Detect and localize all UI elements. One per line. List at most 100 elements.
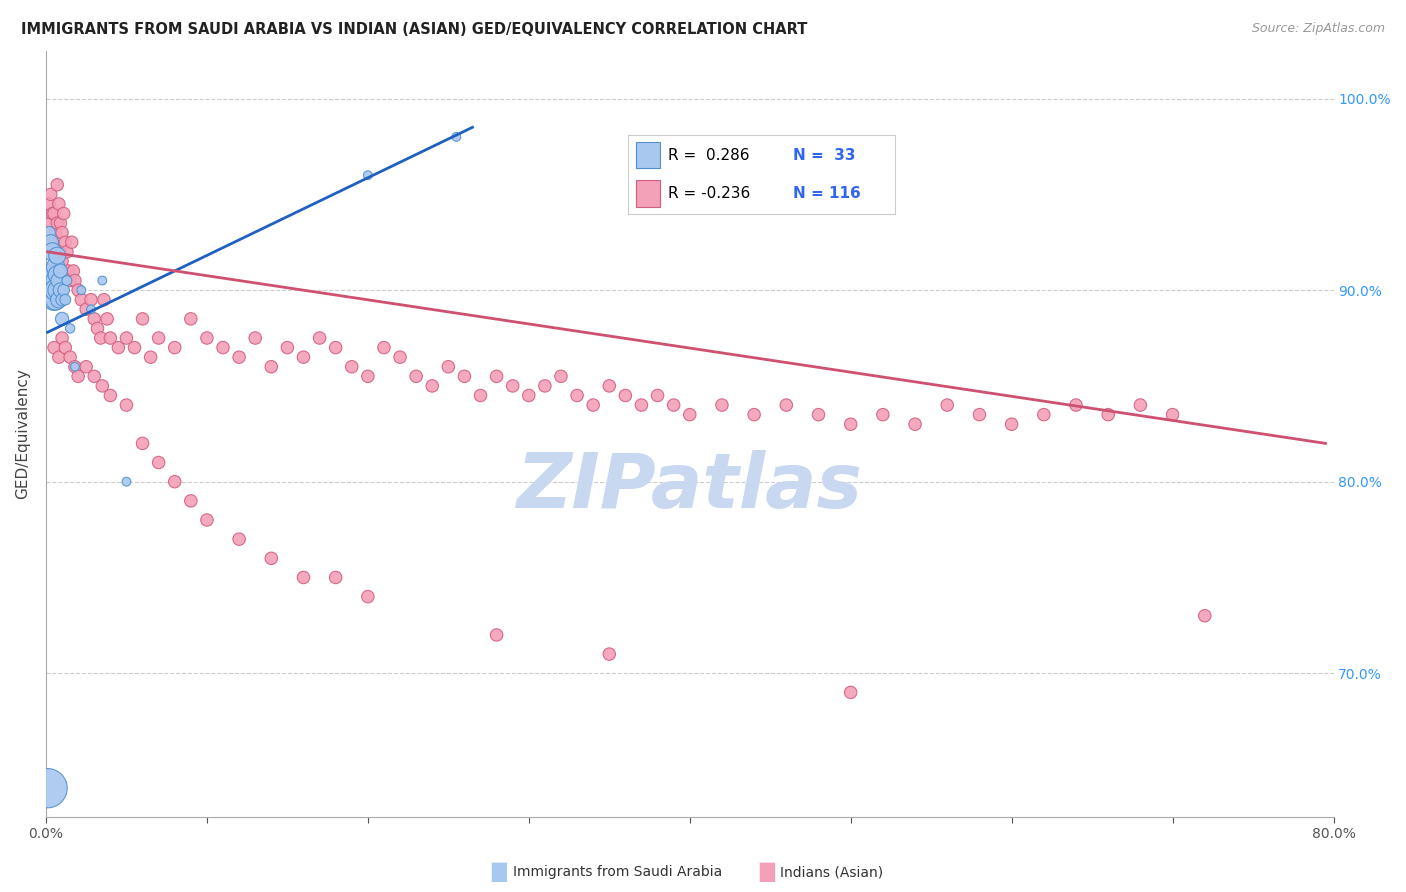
Point (45, 264, 67, 278)
Point (710, 398, 733, 412)
Point (550, 369, 572, 384)
Point (807, 408, 830, 422)
Point (742, 408, 765, 422)
Point (56, 244, 79, 259)
Point (63, 359, 86, 374)
Point (75, 359, 97, 374)
Point (969, 408, 991, 422)
Point (517, 388, 540, 402)
Point (51, 311, 73, 326)
FancyBboxPatch shape (636, 180, 659, 207)
Point (49, 264, 72, 278)
Text: IMMIGRANTS FROM SAUDI ARABIA VS INDIAN (ASIAN) GED/EQUIVALENCY CORRELATION CHART: IMMIGRANTS FROM SAUDI ARABIA VS INDIAN (… (21, 22, 807, 37)
Point (139, 350, 162, 364)
Point (453, 369, 475, 384)
Point (58, 264, 80, 278)
Point (83, 311, 105, 326)
Point (90, 331, 112, 345)
Point (340, 359, 363, 374)
Point (42, 268, 65, 282)
Point (904, 417, 927, 432)
Point (1194, 608, 1216, 623)
Point (276, 341, 298, 355)
Point (357, 590, 380, 604)
Point (91, 274, 114, 288)
Point (98, 388, 121, 402)
Point (148, 331, 170, 345)
Point (630, 398, 652, 412)
Text: Source: ZipAtlas.com: Source: ZipAtlas.com (1251, 22, 1385, 36)
Point (37, 781, 59, 796)
Point (70, 283, 93, 297)
Point (115, 398, 138, 412)
Point (86, 321, 108, 335)
Point (53, 235, 76, 250)
Point (39, 216, 62, 230)
Text: █: █ (492, 863, 506, 882)
Point (63, 274, 86, 288)
Point (131, 311, 153, 326)
Text: R = -0.236: R = -0.236 (668, 186, 751, 202)
Point (96, 311, 118, 326)
Point (446, 129, 468, 144)
Point (48, 274, 70, 288)
Point (228, 532, 250, 546)
Point (292, 350, 315, 364)
Point (56, 274, 79, 288)
Point (67, 369, 90, 384)
Point (45, 274, 67, 288)
Point (936, 398, 959, 412)
Point (1129, 398, 1152, 412)
Point (582, 398, 605, 412)
Point (614, 388, 637, 402)
Point (872, 408, 894, 422)
Point (41, 235, 63, 250)
Point (51, 254, 73, 268)
Point (80, 293, 103, 307)
Point (180, 493, 202, 508)
Point (53, 341, 76, 355)
Point (647, 388, 669, 402)
Point (373, 341, 395, 355)
Point (46, 283, 69, 297)
Point (470, 388, 492, 402)
Point (405, 369, 427, 384)
Point (45, 283, 67, 297)
Point (148, 456, 170, 470)
Point (245, 331, 267, 345)
Point (42, 341, 65, 355)
Point (41, 264, 63, 278)
Point (98, 331, 121, 345)
Point (51, 293, 73, 307)
Point (48, 197, 70, 211)
Point (357, 369, 380, 384)
Point (46, 268, 69, 282)
Point (42, 206, 65, 220)
Point (38, 226, 60, 240)
Point (124, 341, 146, 355)
Point (75, 302, 97, 317)
Point (115, 475, 138, 489)
Point (39, 235, 62, 250)
Point (775, 398, 797, 412)
Point (292, 570, 315, 584)
Point (52, 283, 75, 297)
Point (662, 398, 685, 412)
Point (485, 628, 508, 642)
Point (93, 293, 115, 307)
Point (48, 244, 70, 259)
Text: N =  33: N = 33 (793, 147, 856, 162)
Point (48, 293, 70, 307)
Point (1161, 408, 1184, 422)
Point (63, 359, 86, 374)
Point (41, 244, 63, 259)
Point (420, 379, 443, 393)
Point (260, 359, 283, 374)
Point (228, 350, 250, 364)
Point (42, 244, 65, 259)
Point (325, 570, 347, 584)
Point (91, 379, 114, 393)
Point (49, 283, 72, 297)
Point (39, 264, 62, 278)
Point (107, 341, 129, 355)
